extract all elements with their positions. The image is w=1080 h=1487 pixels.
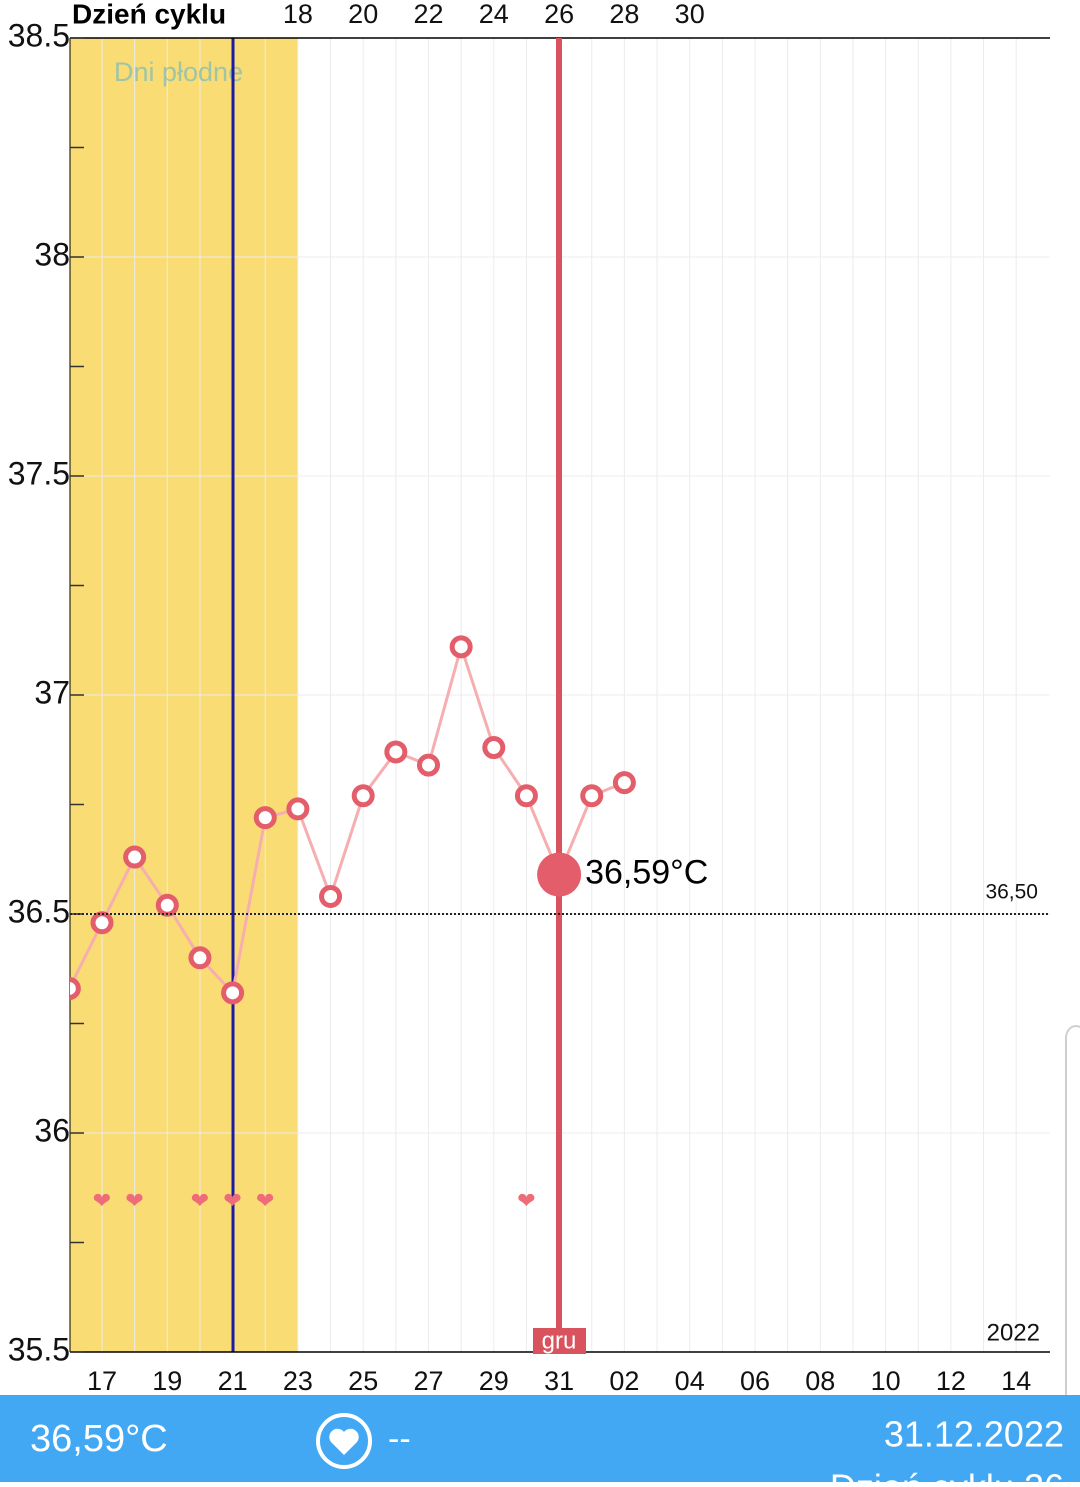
heart: ❤ xyxy=(256,1188,274,1213)
cycle-day-label: 20 xyxy=(348,0,378,29)
x-tick-label: 21 xyxy=(218,1366,248,1396)
selected-point xyxy=(537,852,582,897)
reference-label: 36,50 xyxy=(985,881,1038,904)
x-tick-label: 23 xyxy=(283,1366,313,1396)
temperature-point xyxy=(482,736,506,760)
value-label: 36,59°C xyxy=(585,854,708,892)
temperature-point xyxy=(514,784,538,808)
footer-date: 31.12.2022 xyxy=(884,1414,1064,1455)
temperature-point xyxy=(286,797,310,821)
heart-icon xyxy=(329,1428,359,1455)
month-tag xyxy=(533,1328,586,1354)
temperature-point xyxy=(384,740,408,764)
y-tick-label: 37.5 xyxy=(8,455,70,491)
year-label: 2022 xyxy=(987,1319,1040,1346)
cycle-day-label: 18 xyxy=(283,0,313,29)
x-tick-label: 29 xyxy=(479,1366,509,1396)
fertile-label: Dni płodne xyxy=(114,57,243,87)
heart-button[interactable] xyxy=(316,1413,372,1469)
cycle-day-label: 28 xyxy=(609,0,639,29)
x-tick-label: 31 xyxy=(544,1366,574,1396)
x-tick-label: 04 xyxy=(675,1366,705,1396)
marks: ❤ ❤ ❤ ❤ ❤ ❤ 36,59°C xyxy=(93,854,709,1213)
x-tick-label: 02 xyxy=(609,1366,639,1396)
footer-temperature: 36,59°C xyxy=(30,1418,168,1460)
heart: ❤ xyxy=(517,1188,535,1213)
y-tick-label: 35.5 xyxy=(8,1331,70,1367)
temperature-point xyxy=(319,884,343,908)
x-tick-label: 10 xyxy=(871,1366,901,1396)
cycle-day-label: 22 xyxy=(413,0,443,29)
x-tick-label: 14 xyxy=(1001,1366,1031,1396)
x-tick-label: 12 xyxy=(936,1366,966,1396)
y-tick-label: 38 xyxy=(34,236,70,272)
series xyxy=(70,635,636,1005)
temperature-point xyxy=(155,893,179,917)
temperature-point xyxy=(417,753,440,777)
footer-note: -- xyxy=(388,1420,411,1458)
temperature-point xyxy=(580,784,604,808)
temperature-point xyxy=(70,976,81,1000)
footer-cycle: Dzień cyklu 26 xyxy=(830,1467,1064,1482)
x-tick-label: 19 xyxy=(152,1366,182,1396)
y-tick-label: 36.5 xyxy=(8,893,70,929)
footer-bar xyxy=(0,1395,1080,1482)
cycle-day-label: 30 xyxy=(675,0,705,29)
y-tick-label: 36 xyxy=(34,1112,70,1148)
cycle-day-label: 24 xyxy=(479,0,509,29)
heart: ❤ xyxy=(93,1188,111,1213)
x-tick-label: 08 xyxy=(805,1366,835,1396)
y-tick-label: 37 xyxy=(34,674,70,710)
x-tick-label: 27 xyxy=(413,1366,443,1396)
temperature-point xyxy=(253,806,277,830)
month-label: gru xyxy=(542,1327,577,1354)
heart: ❤ xyxy=(223,1188,241,1213)
x-tick-label: 25 xyxy=(348,1366,378,1396)
temperature-point xyxy=(90,911,114,935)
x-tick-label: 06 xyxy=(740,1366,770,1396)
top-axis-label: Dzień cyklu xyxy=(72,0,226,29)
cycle-day-label: 26 xyxy=(544,0,574,29)
temperature-point xyxy=(351,784,375,808)
heart: ❤ xyxy=(191,1188,209,1213)
temperature-point xyxy=(123,845,147,869)
temperature-point xyxy=(221,981,245,1005)
scroll-handle[interactable] xyxy=(1065,1025,1080,1421)
heart: ❤ xyxy=(125,1188,143,1213)
temperature-point xyxy=(188,946,212,970)
temperature-point xyxy=(612,771,636,795)
temperature-point xyxy=(449,635,473,659)
x-tick-label: 17 xyxy=(87,1366,117,1396)
y-tick-label: 38.5 xyxy=(8,17,70,53)
